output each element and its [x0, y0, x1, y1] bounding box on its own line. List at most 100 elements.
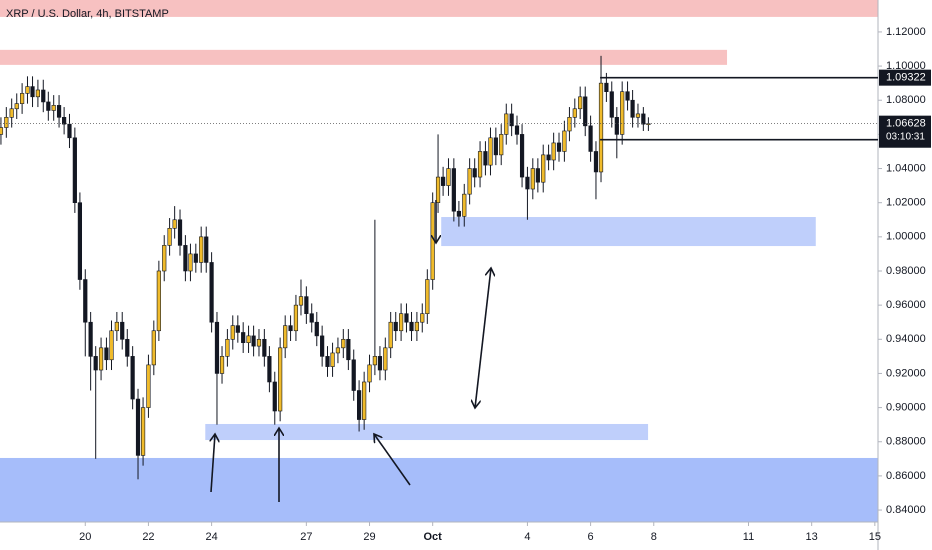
- y-tick-label: 0.98000: [886, 265, 926, 277]
- candle-body: [156, 270, 161, 332]
- candle-body: [493, 137, 498, 156]
- zone: [0, 49, 728, 65]
- candle-body: [598, 82, 604, 173]
- candle-body: [46, 101, 51, 111]
- candle-body: [98, 347, 104, 371]
- x-tick-label: 6: [588, 531, 594, 543]
- candle-body: [62, 117, 67, 125]
- candle-body: [219, 356, 225, 374]
- candle-body: [304, 296, 309, 314]
- candle-body: [504, 113, 509, 135]
- zone: [205, 423, 649, 441]
- candle-body: [162, 245, 167, 272]
- x-tick-label: 24: [205, 531, 217, 543]
- candle-body: [399, 313, 404, 332]
- candle-body: [188, 253, 193, 272]
- candle-body: [309, 313, 314, 323]
- annotations: [211, 200, 491, 502]
- candle-body: [104, 347, 109, 361]
- candle-body: [635, 113, 641, 118]
- x-tick-label: 8: [651, 531, 657, 543]
- candle-body: [546, 154, 551, 161]
- candle-body: [183, 245, 188, 272]
- candle-body: [583, 96, 588, 127]
- zone: [0, 0, 878, 17]
- x-tick-label: 4: [524, 531, 530, 543]
- candle-body: [556, 142, 562, 152]
- y-tick-label: 1.04000: [886, 162, 926, 174]
- price-tag-label: 1.06628: [886, 118, 926, 130]
- candle-body: [272, 381, 277, 412]
- candle-body: [604, 82, 609, 92]
- candle-body: [25, 86, 30, 94]
- candle-body: [167, 228, 172, 246]
- candle-body: [420, 313, 425, 323]
- y-tick-label: 0.96000: [886, 299, 926, 311]
- candle-body: [262, 338, 267, 357]
- candle-body: [256, 338, 262, 347]
- candle-body: [535, 168, 540, 183]
- candle-body: [241, 332, 246, 344]
- candle-body: [393, 321, 398, 332]
- candle-body: [235, 325, 240, 333]
- y-tick-label: 0.92000: [886, 367, 926, 379]
- arrow: [374, 434, 411, 486]
- candle-body: [609, 91, 614, 118]
- x-tick-label: 13: [806, 531, 818, 543]
- y-tick-label: 1.08000: [886, 94, 926, 106]
- y-tick-label: 0.94000: [886, 333, 926, 345]
- candle-body: [346, 338, 351, 361]
- candle-body: [109, 330, 114, 361]
- candle-body: [630, 99, 635, 118]
- candle-body: [67, 123, 72, 139]
- candle-body: [93, 356, 98, 371]
- candle-body: [288, 325, 293, 332]
- candle-body: [0, 127, 4, 135]
- candle-body: [414, 321, 419, 332]
- candle-body: [267, 356, 272, 383]
- candle-body: [430, 202, 435, 280]
- x-tick-label: 27: [300, 531, 312, 543]
- x-tick-label: 22: [142, 531, 154, 543]
- candle-body: [151, 330, 156, 366]
- double-arrow: [475, 268, 491, 408]
- candle-body: [140, 407, 146, 456]
- candle-body: [278, 347, 283, 412]
- candle-body: [35, 89, 40, 98]
- candle-body: [404, 313, 409, 323]
- candle-body: [135, 398, 141, 456]
- candle-body: [472, 168, 477, 178]
- candle-body: [562, 130, 567, 152]
- candle-body: [525, 176, 530, 190]
- candle-body: [314, 321, 319, 337]
- level-tag: [879, 69, 931, 86]
- candle-body: [88, 321, 93, 357]
- candle-body: [593, 151, 599, 173]
- candle-body: [572, 108, 577, 118]
- candle-body: [193, 253, 198, 263]
- candle-body: [372, 356, 377, 366]
- candle-body: [451, 168, 456, 212]
- candles: [0, 55, 651, 480]
- countdown: 03:10:31: [886, 131, 925, 142]
- candle-body: [383, 347, 388, 371]
- candle-body: [541, 154, 546, 183]
- candle-body: [51, 105, 56, 111]
- candle-body: [588, 125, 593, 152]
- y-tick-label: 0.90000: [886, 401, 926, 413]
- candle-body: [509, 113, 514, 127]
- candle-body: [488, 137, 493, 166]
- level-tag-label: 1.09322: [886, 72, 926, 84]
- candle-body: [146, 364, 151, 408]
- candle-body: [625, 91, 630, 101]
- candle-body: [30, 86, 35, 98]
- candle-body: [578, 96, 583, 110]
- candle-body: [477, 151, 483, 178]
- x-tick-label: 11: [743, 531, 754, 543]
- candle-body: [620, 91, 625, 135]
- candle-body: [462, 193, 467, 217]
- zone: [441, 217, 816, 247]
- candle-body: [9, 108, 14, 118]
- candle-body: [409, 321, 414, 332]
- candle-body: [499, 134, 504, 156]
